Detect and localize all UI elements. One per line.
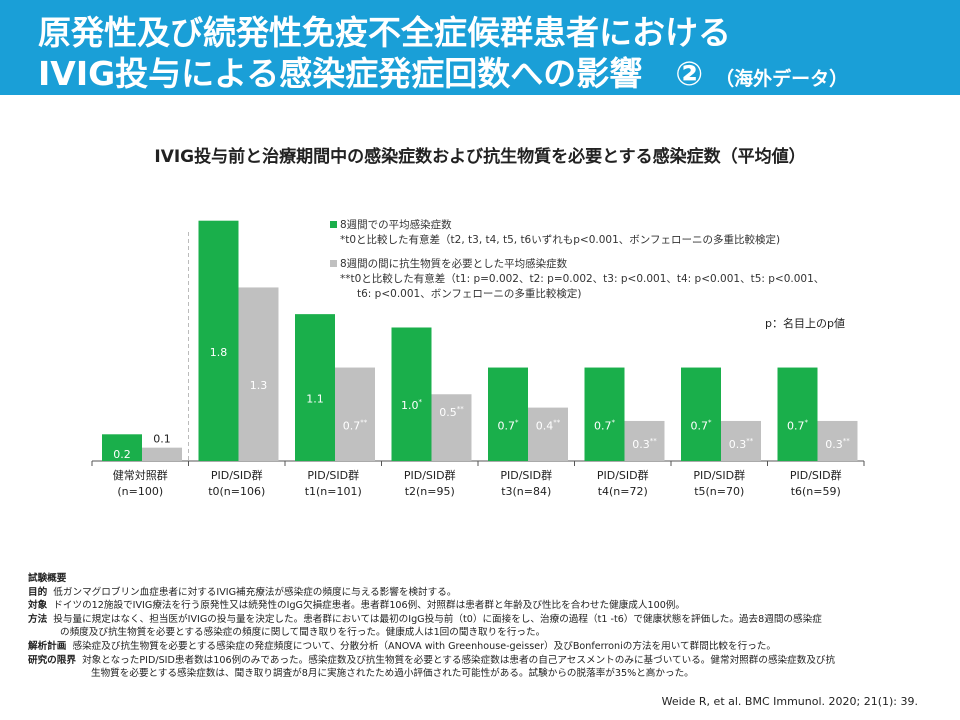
legend-green-swatch	[330, 221, 337, 228]
bar-green	[681, 367, 721, 461]
category-label-line2: t1(n=101)	[305, 485, 362, 498]
summary-method: 方法 投与量に規定はなく、担当医がIVIGの投与量を決定した。患者群においては最…	[28, 613, 943, 627]
category-label-line1: PID/SID群	[307, 468, 359, 482]
bar-gray	[817, 420, 858, 461]
bar-green	[295, 314, 335, 461]
category-label-line1: PID/SID群	[790, 468, 842, 482]
reference: Weide R, et al. BMC Immunol. 2020; 21(1)…	[661, 695, 918, 708]
analysis-text: 感染症及び抗生物質を必要とする感染症の発症頻度について、分散分析（ANOVA w…	[72, 640, 776, 652]
bar-gray	[335, 367, 375, 461]
bar-label-green: 1.0*	[401, 398, 423, 412]
chart-title: IVIG投与前と治療期間中の感染症数および抗生物質を必要とする感染症数（平均値）	[154, 147, 806, 167]
p-value-note: p：名目上のp値	[765, 317, 845, 330]
purpose-text: 低ガンマグロブリン血症患者に対するIVIG補充療法が感染症の頻度に与える影響を検…	[53, 586, 457, 598]
study-summary: 試験概要 目的 低ガンマグロブリン血症患者に対するIVIG補充療法が感染症の頻度…	[28, 572, 943, 681]
category-label-line2: t3(n=84)	[501, 485, 551, 498]
bar-label-green: 0.7*	[691, 418, 713, 432]
limit-text-1: 対象となったPID/SID患者数は106例のみであった。感染症数及び抗生物質を必…	[82, 654, 836, 666]
category-label-line2: (n=100)	[117, 485, 163, 498]
bar-label-green: 0.7*	[594, 418, 616, 432]
legend-green-note: *t0と比較した有意差（t2, t3, t4, t5, t6いずれもp<0.00…	[340, 234, 781, 246]
limit-label: 研究の限界	[28, 654, 76, 666]
subjects-text: ドイツの12施設でIVIG療法を行う原発性又は続発性のIgG欠損症患者。患者群1…	[53, 600, 685, 612]
category-label-line2: t2(n=95)	[405, 485, 455, 498]
category-label-line1: PID/SID群	[597, 468, 649, 482]
bar-label-green: 1.1	[306, 393, 324, 406]
chart-legend: 8週間での平均感染症数 *t0と比較した有意差（t2, t3, t4, t5, …	[330, 218, 824, 302]
summary-purpose: 目的 低ガンマグロブリン血症患者に対するIVIG補充療法が感染症の頻度に与える影…	[28, 586, 943, 600]
category-label-line1: 健常対照群	[113, 468, 168, 482]
bar-green	[391, 327, 432, 461]
bar-gray	[238, 287, 279, 461]
page-title-line2: IVIG投与による感染症発症回数への影響 ② （海外データ）	[38, 47, 848, 95]
method-text-1: 投与量に規定はなく、担当医がIVIGの投与量を決定した。患者群においては最初のI…	[53, 613, 822, 625]
legend-gray-note-1: **t0と比較した有意差（t1: p=0.002、t2: p=0.002、t3:…	[340, 273, 825, 285]
legend-gray-row: 8週間の間に抗生物質を必要とした平均感染症数	[330, 257, 824, 272]
bar-gray	[142, 447, 182, 461]
bar-green	[102, 434, 142, 461]
method-text-2: の頻度及び抗生物質を必要とする感染症の頻度に関して聞き取りを行った。健康成人は1…	[60, 627, 546, 639]
summary-subjects: 対象 ドイツの12施設でIVIG療法を行う原発性又は続発性のIgG欠損症患者。患…	[28, 599, 943, 613]
method-label: 方法	[28, 613, 48, 625]
header-banner: 原発性及び続発性免疫不全症候群患者における IVIG投与による感染症発症回数への…	[0, 0, 960, 95]
subjects-label: 対象	[28, 600, 48, 612]
bar-label-gray: 1.3	[250, 379, 268, 392]
purpose-label: 目的	[28, 586, 48, 598]
bar-green	[584, 367, 625, 461]
bar-green	[198, 220, 239, 461]
page-title-note: （海外データ）	[715, 68, 849, 90]
bar-label-green: 0.2	[113, 448, 131, 461]
bar-label-green: 1.8	[210, 346, 228, 359]
summary-heading: 試験概要	[28, 573, 67, 584]
page-title-line1: 原発性及び続発性免疫不全症候群患者における	[38, 13, 731, 52]
legend-gray-note-2: t6: p<0.001、ボンフェローニの多重比較検定)	[357, 288, 582, 300]
bar-green	[777, 367, 818, 461]
bar-label-green: 0.7*	[787, 418, 809, 432]
bar-gray	[431, 394, 472, 461]
category-label-line1: PID/SID群	[404, 468, 456, 482]
category-label-line2: t6(n=59)	[791, 485, 841, 498]
category-label-line1: PID/SID群	[500, 468, 552, 482]
legend-green-title: 8週間での平均感染症数	[340, 219, 452, 231]
category-label-line2: t4(n=72)	[598, 485, 648, 498]
legend-gray-swatch	[330, 260, 337, 267]
limit-text-2: 生物質を必要とする感染症数は、聞き取り調査が8月に実施されたため過小評価された可…	[91, 668, 694, 680]
bar-gray	[528, 407, 568, 461]
bar-label-gray: 0.1	[153, 433, 171, 446]
page-title-line2-text: IVIG投与による感染症発症回数への影響 ②	[38, 54, 704, 93]
category-label-line2: t5(n=70)	[694, 485, 744, 498]
bar-label-green: 0.7*	[498, 418, 520, 432]
legend-gray-title: 8週間の間に抗生物質を必要とした平均感染症数	[340, 258, 568, 270]
category-label-line2: t0(n=106)	[208, 485, 265, 498]
bar-chart: 0.2 0.1 健常対照群 (n=100) 1.8 1.3 PID/SID群 t0(n=106…	[91, 220, 865, 498]
legend-green-row: 8週間での平均感染症数	[330, 218, 824, 233]
bar-green	[488, 367, 528, 461]
bar-gray	[624, 420, 665, 461]
category-label-line1: PID/SID群	[211, 468, 263, 482]
summary-analysis: 解析計画 感染症及び抗生物質を必要とする感染症の発症頻度について、分散分析（AN…	[28, 640, 943, 654]
category-label-line1: PID/SID群	[693, 468, 745, 482]
bar-gray	[721, 420, 761, 461]
analysis-label: 解析計画	[28, 640, 67, 652]
summary-limit: 研究の限界 対象となったPID/SID患者数は106例のみであった。感染症数及び…	[28, 654, 943, 668]
